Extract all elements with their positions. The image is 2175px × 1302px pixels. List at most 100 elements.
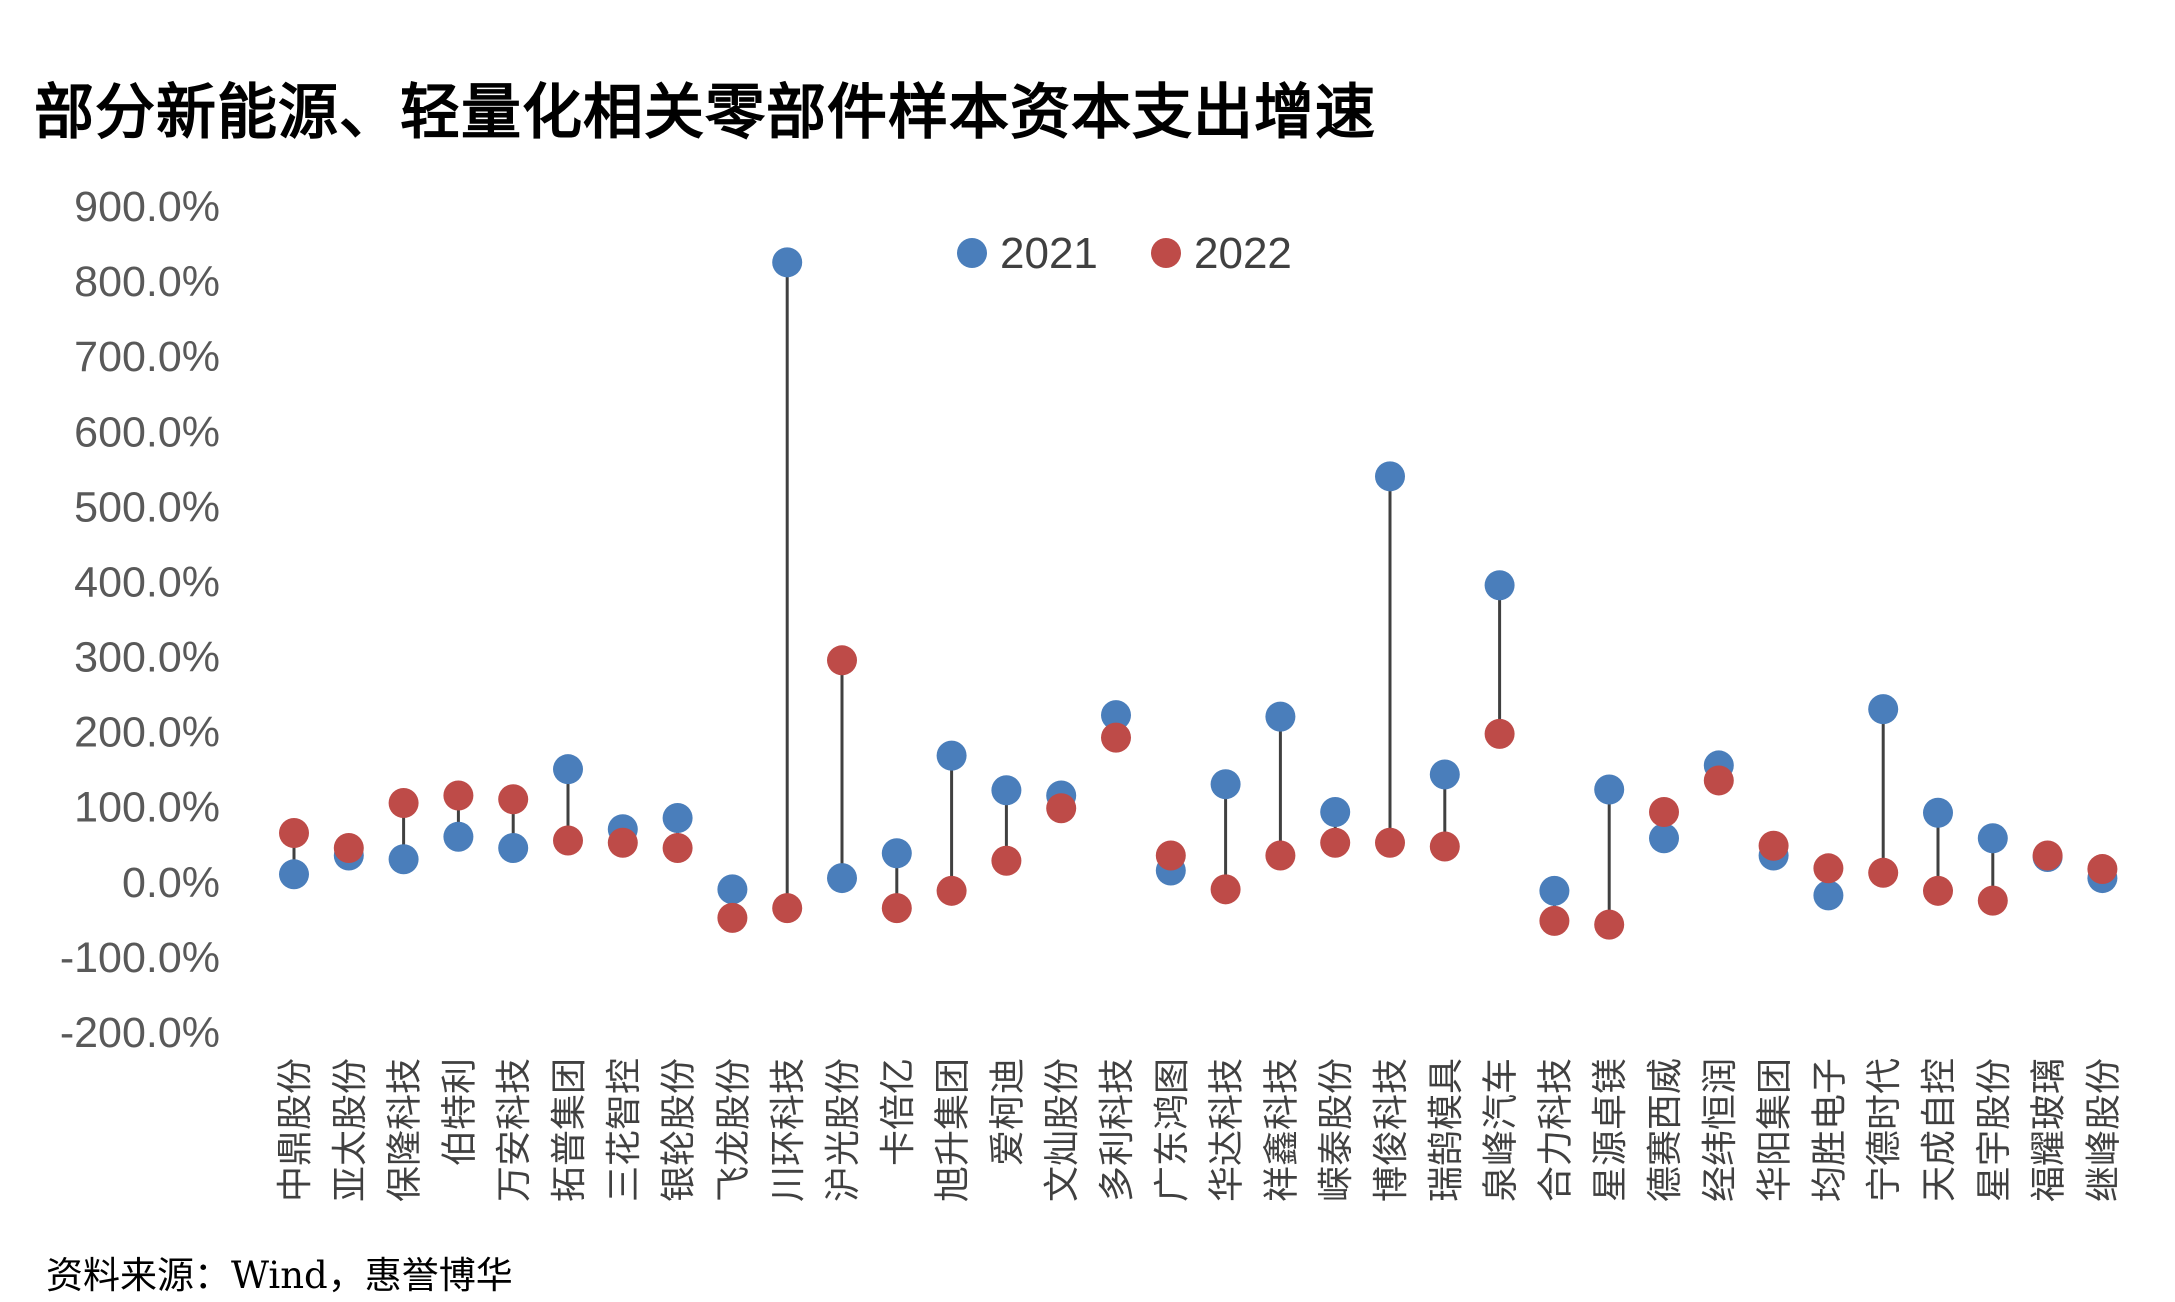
- point-2022: [1868, 857, 1899, 888]
- point-2021: [1923, 797, 1953, 828]
- point-2021: [991, 775, 1022, 806]
- point-2022: [772, 893, 803, 924]
- point-2022: [1484, 718, 1515, 749]
- point-2021: [1539, 875, 1570, 906]
- x-tick-label: 继峰股份: [2083, 1058, 2124, 1202]
- point-2022: [1758, 830, 1789, 861]
- point-2022: [279, 818, 309, 849]
- point-2022: [333, 833, 364, 864]
- point-2021: [1101, 700, 1131, 731]
- point-2022: [881, 893, 912, 924]
- point-2022: [2032, 840, 2063, 871]
- point-2021: [388, 844, 419, 875]
- point-2022: [553, 825, 583, 856]
- point-2021: [936, 740, 967, 771]
- x-tick-label: 广东鸿图: [1152, 1058, 1193, 1202]
- x-tick-label: 三花智控: [604, 1058, 645, 1202]
- point-2021: [1977, 823, 2008, 854]
- point-2022: [1429, 831, 1460, 862]
- x-tick-label: 经纬恒润: [1700, 1058, 1741, 1202]
- x-tick-label: 华阳集团: [1755, 1058, 1796, 1202]
- x-tick-label: 嵘泰股份: [1316, 1058, 1357, 1202]
- point-2022: [1703, 765, 1734, 796]
- x-tick-label: 爱柯迪: [987, 1058, 1028, 1166]
- x-tick-label: 旭升集团: [933, 1058, 974, 1202]
- legend: 2021 2022: [957, 229, 1292, 278]
- x-tick-label: 伯特利: [439, 1058, 480, 1166]
- point-2022: [936, 875, 967, 906]
- legend-marker-2022: [1151, 238, 1181, 268]
- point-2021: [1813, 880, 1844, 911]
- y-tick-label: 700.0%: [74, 333, 220, 381]
- point-2022: [717, 902, 748, 933]
- point-2021: [717, 874, 748, 905]
- legend-label-2022: 2022: [1194, 229, 1292, 278]
- connector-lines: [292, 262, 2104, 925]
- point-2022: [498, 784, 529, 815]
- point-2021: [1375, 461, 1405, 492]
- x-tick-label: 沪光股份: [823, 1058, 864, 1202]
- x-tick-label: 星源卓镁: [1590, 1058, 1631, 1202]
- x-tick-label: 华达科技: [1207, 1058, 1248, 1202]
- x-tick-label: 宁德时代: [1864, 1058, 1905, 1202]
- x-tick-label: 飞龙股份: [713, 1058, 754, 1202]
- point-2021: [881, 838, 912, 869]
- point-2022: [1813, 853, 1844, 884]
- point-2021: [279, 859, 309, 890]
- x-tick-label: 亚太股份: [330, 1058, 371, 1202]
- x-tick-label: 合力科技: [1535, 1058, 1576, 1202]
- y-tick-label: -200.0%: [60, 1009, 220, 1057]
- point-2021: [553, 754, 583, 785]
- point-2022: [1375, 827, 1405, 858]
- point-2022: [1977, 885, 2008, 916]
- y-tick-label: 400.0%: [74, 558, 220, 606]
- x-tick-label: 保隆科技: [385, 1058, 426, 1202]
- point-2021: [1210, 769, 1241, 800]
- point-2022: [1539, 905, 1570, 936]
- x-tick-label: 川环科技: [768, 1058, 809, 1202]
- point-2022: [827, 645, 857, 676]
- x-tick-label: 德赛西威: [1645, 1058, 1686, 1202]
- x-tick-label: 博俊科技: [1371, 1058, 1412, 1202]
- point-2021: [1265, 701, 1296, 732]
- point-2022: [1320, 827, 1351, 858]
- x-axis: 中鼎股份 亚太股份 保隆科技 伯特利 万安科技 拓普集团 三花智控 银轮股份 飞龙股份 川环科技沪…: [275, 1058, 2124, 1202]
- point-2022: [1594, 909, 1625, 940]
- point-2022: [1210, 874, 1241, 905]
- y-tick-label: 500.0%: [74, 483, 220, 531]
- point-2022: [662, 833, 693, 864]
- x-tick-label: 银轮股份: [659, 1058, 700, 1202]
- point-2021: [443, 821, 474, 852]
- x-tick-label: 文灿股份: [1042, 1058, 1083, 1202]
- y-tick-label: 600.0%: [74, 408, 220, 456]
- point-2022: [1923, 875, 1953, 906]
- point-2021: [662, 802, 693, 833]
- x-tick-label: 均胜电子: [1809, 1058, 1850, 1202]
- point-2022: [388, 787, 419, 818]
- y-tick-label: -100.0%: [60, 934, 220, 982]
- chart-title: 部分新能源、轻量化相关零部件样本资本支出增速: [34, 78, 1376, 148]
- point-2022: [1265, 840, 1296, 871]
- x-tick-label: 卡倍亿: [878, 1058, 919, 1166]
- y-tick-label: 900.0%: [74, 183, 220, 231]
- x-tick-label: 祥鑫科技: [1261, 1058, 1302, 1202]
- data-points: [279, 247, 2118, 940]
- point-2021: [1429, 759, 1460, 790]
- x-tick-label: 天成自控: [1919, 1058, 1960, 1202]
- legend-marker-2021: [957, 238, 987, 268]
- x-tick-label: 瑞鹄模具: [1426, 1058, 1467, 1202]
- point-2022: [443, 780, 474, 811]
- y-tick-label: 0.0%: [122, 859, 220, 907]
- point-2022: [2087, 854, 2118, 885]
- point-2021: [1320, 796, 1351, 827]
- point-2021: [1868, 694, 1899, 725]
- point-2022: [1649, 796, 1679, 827]
- point-2021: [1484, 570, 1515, 601]
- point-2021: [772, 247, 803, 278]
- y-tick-label: 200.0%: [74, 709, 220, 757]
- point-2021: [1649, 823, 1679, 854]
- x-tick-label: 福耀玻璃: [2029, 1058, 2070, 1202]
- point-2022: [607, 827, 638, 858]
- x-tick-label: 中鼎股份: [275, 1058, 316, 1202]
